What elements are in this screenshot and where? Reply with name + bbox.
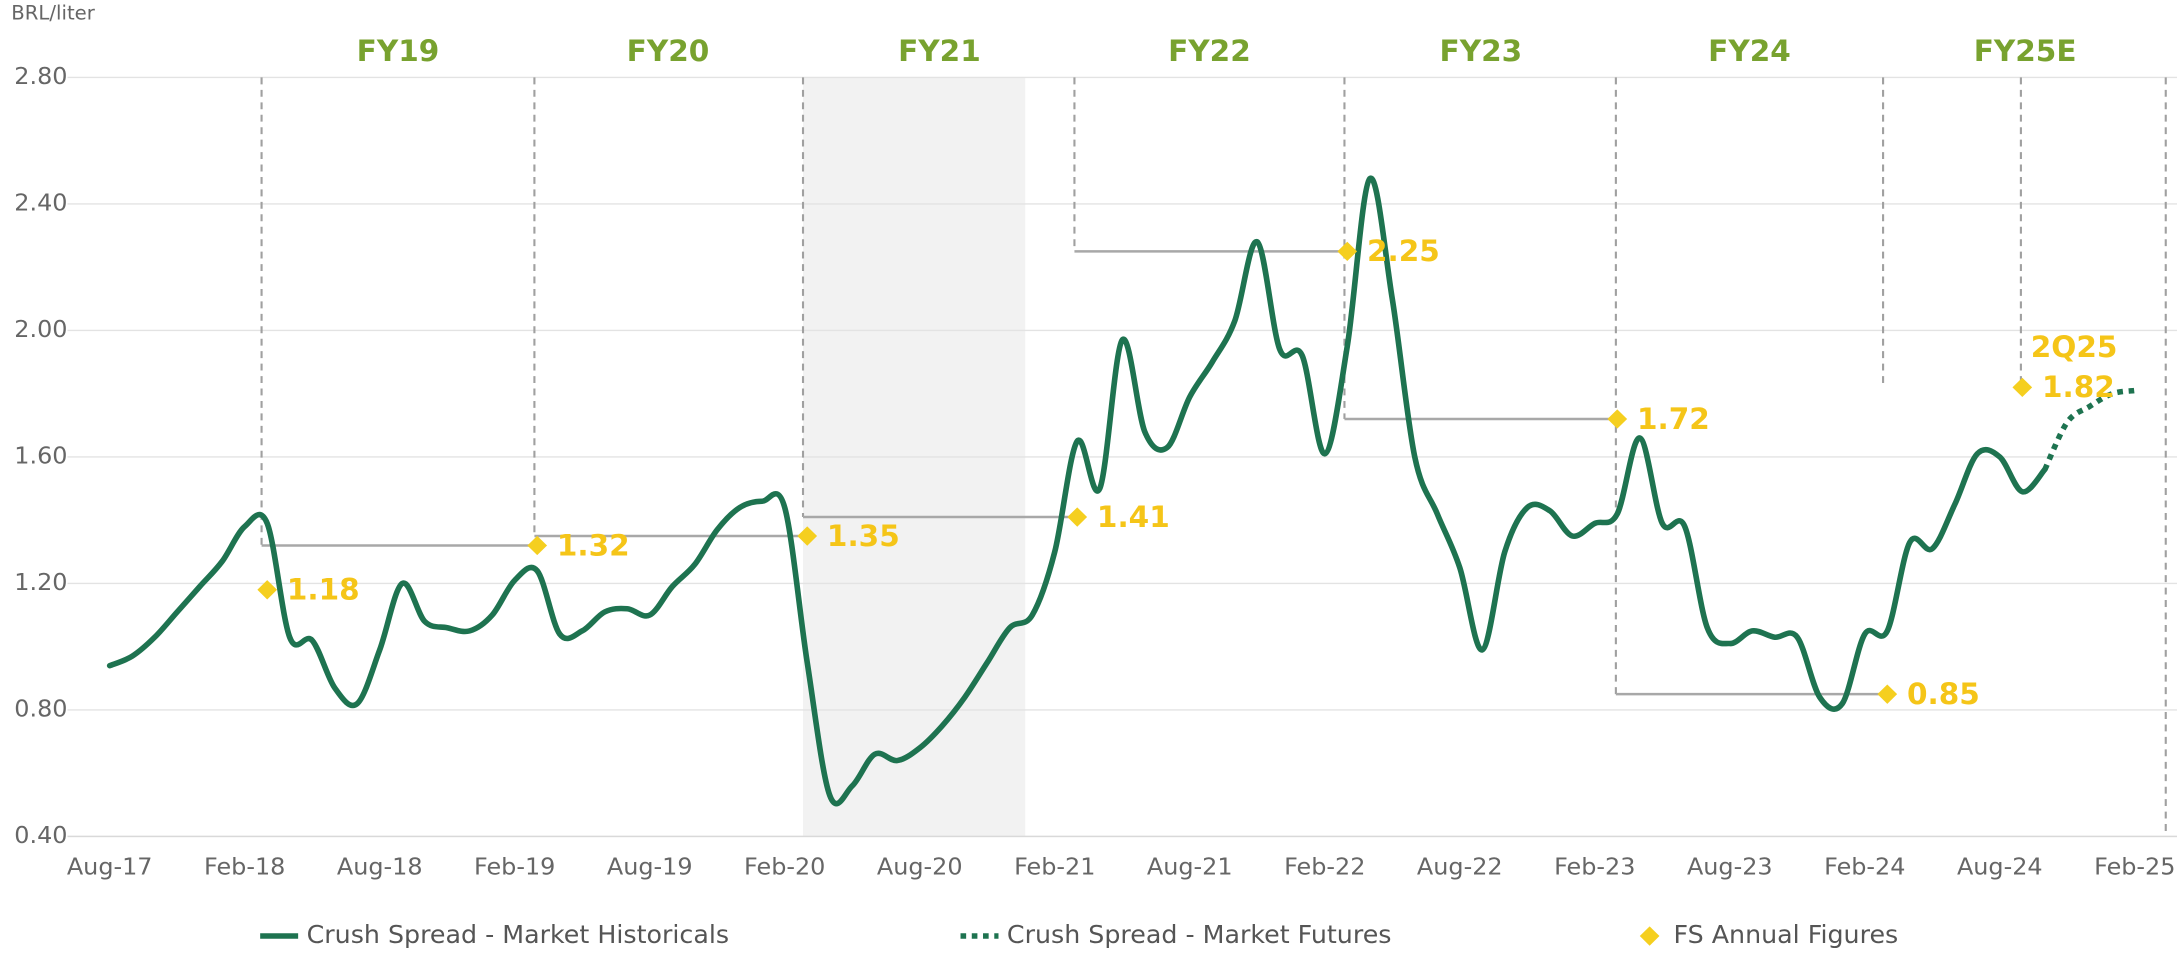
y-tick-label: 0.80 [14, 695, 67, 723]
fs-marker [1337, 241, 1358, 262]
x-tick-label: Feb-21 [1014, 853, 1095, 881]
data-label: 1.32 [557, 529, 630, 563]
data-label: 1.72 [1637, 402, 1710, 436]
fs-marker [1067, 507, 1088, 527]
fs-marker [1607, 409, 1628, 429]
x-tick-label: Feb-23 [1554, 853, 1635, 881]
period-label: FY23 [1440, 34, 1523, 68]
period-label: FY25E [1974, 34, 2077, 68]
fs-marker [527, 535, 548, 556]
legend-label: Crush Spread - Market Historicals [307, 920, 729, 949]
legend-label: Crush Spread - Market Futures [1007, 920, 1392, 949]
x-tick-label: Aug-17 [67, 853, 153, 881]
x-tick-label: Feb-18 [204, 853, 285, 881]
data-label: 2.25 [1367, 234, 1440, 268]
data-label: 1.35 [827, 519, 900, 553]
x-tick-label: Aug-21 [1147, 853, 1233, 881]
x-tick-label: Feb-19 [474, 853, 555, 881]
y-tick-label: 1.60 [14, 442, 67, 470]
x-tick-label: Aug-19 [607, 853, 693, 881]
fs-marker [2012, 377, 2033, 398]
x-tick-label: Aug-18 [337, 853, 423, 881]
period-label: FY22 [1168, 34, 1251, 68]
x-tick-label: Feb-25 [2094, 853, 2175, 881]
legend-label: FS Annual Figures [1674, 920, 1899, 949]
legend-marker [1639, 926, 1660, 946]
annotation: 2Q25 [2031, 330, 2118, 364]
x-tick-label: Aug-20 [877, 853, 963, 881]
x-tick-label: Aug-24 [1957, 853, 2043, 881]
y-axis-label: BRL/liter [11, 1, 96, 24]
period-label: FY21 [898, 34, 981, 68]
x-tick-label: Aug-22 [1417, 853, 1503, 881]
y-tick-label: 2.80 [14, 62, 67, 90]
period-label: FY20 [627, 34, 710, 68]
y-tick-label: 2.00 [14, 315, 67, 343]
series-line [2042, 387, 2136, 471]
x-tick-label: Feb-24 [1824, 853, 1905, 881]
data-label: 0.85 [1907, 677, 1980, 711]
y-tick-label: 0.40 [14, 821, 67, 849]
series-line [106, 175, 2048, 807]
x-tick-label: Feb-20 [744, 853, 825, 881]
fs-marker [1877, 684, 1898, 704]
fs-marker [797, 526, 818, 546]
data-label: 1.82 [2042, 370, 2115, 404]
y-tick-label: 2.40 [14, 189, 67, 217]
y-tick-label: 1.20 [14, 568, 67, 596]
data-label: 1.18 [287, 573, 360, 607]
period-label: FY24 [1708, 34, 1791, 68]
x-tick-label: Aug-23 [1687, 853, 1773, 881]
data-label: 1.41 [1097, 500, 1170, 534]
x-tick-label: Feb-22 [1284, 853, 1365, 881]
plot: 0.40 0.80 1.20 1.60 2.00 2.40 2.80 Aug-17 Feb-18… [14, 34, 2177, 949]
period-label: FY19 [357, 34, 440, 68]
